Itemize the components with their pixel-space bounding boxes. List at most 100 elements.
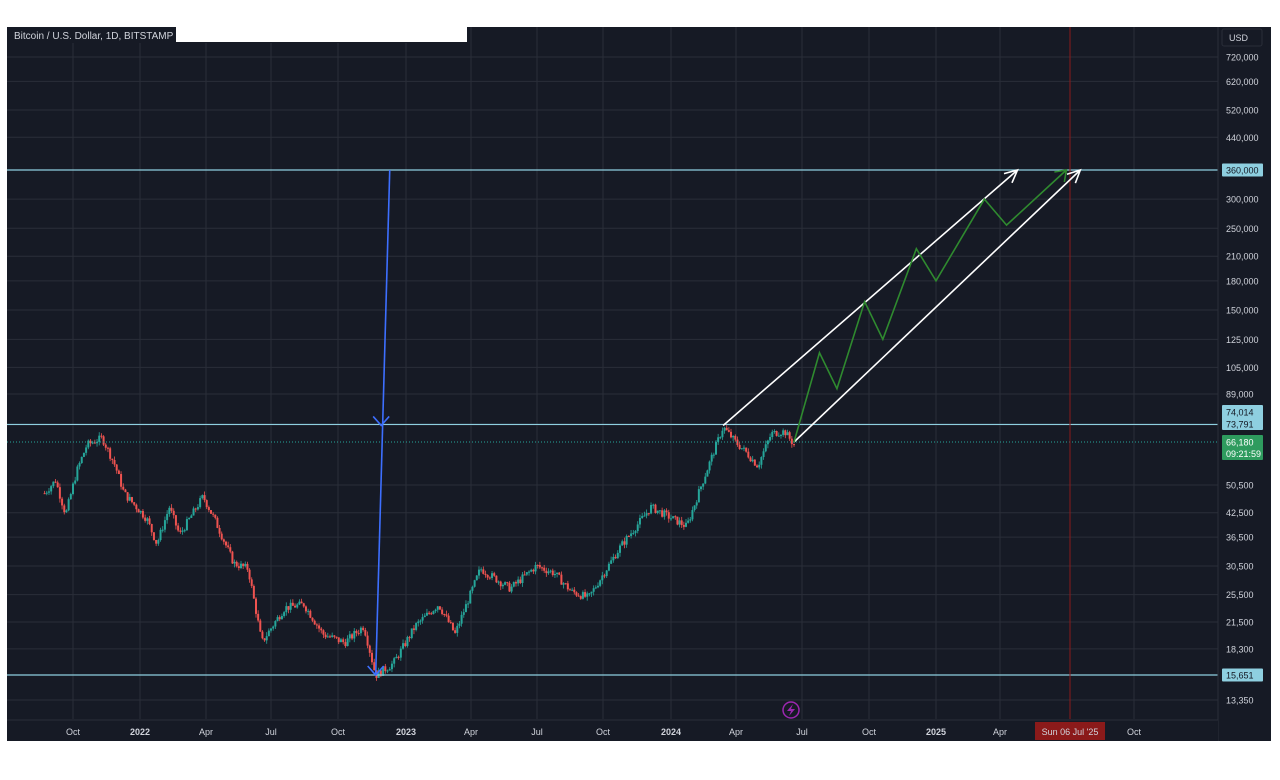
candle-body <box>495 575 498 583</box>
candle-body <box>412 628 415 630</box>
candle-body <box>324 634 327 638</box>
candle-body <box>562 583 565 585</box>
candle-body <box>732 435 735 438</box>
candle-body <box>616 552 619 559</box>
y-tick-label: 66,180 <box>1226 438 1254 448</box>
candle-body <box>100 435 103 437</box>
candle-body <box>399 648 402 658</box>
candle-body <box>337 637 340 643</box>
y-tick-label: 300,000 <box>1226 195 1259 205</box>
candle-body <box>676 516 679 525</box>
candle-body <box>482 569 485 574</box>
x-tick-label: Apr <box>464 727 478 737</box>
candle-body <box>771 431 774 437</box>
price-axis-bg[interactable] <box>1218 27 1271 741</box>
candle-body <box>700 486 702 490</box>
candle-body <box>342 639 345 643</box>
candle-body <box>373 662 376 671</box>
candle-body <box>357 633 360 635</box>
candle-body <box>218 527 221 534</box>
candle-body <box>289 602 292 610</box>
candle-body <box>656 510 659 513</box>
candle-body <box>742 447 745 449</box>
candle-body <box>233 561 236 564</box>
candle-body <box>441 609 444 615</box>
candle-body <box>395 656 398 659</box>
candle-body <box>480 569 483 571</box>
projection-zigzag[interactable] <box>793 169 1067 443</box>
candle-body <box>634 531 637 533</box>
candle-body <box>475 575 478 581</box>
y-tick-label: 50,500 <box>1226 481 1254 491</box>
time-axis-bg[interactable] <box>7 720 1218 741</box>
candle-body <box>196 507 199 510</box>
candle-body <box>425 612 428 616</box>
candle-body <box>65 510 68 513</box>
x-tick-label: 2025 <box>926 727 946 737</box>
candle-body <box>179 530 182 532</box>
y-tick-label: 520,000 <box>1226 106 1259 116</box>
candle-body <box>242 563 245 567</box>
candle-body <box>388 669 391 671</box>
candle-body <box>667 512 670 519</box>
candle-body <box>168 507 171 514</box>
candle-body <box>779 434 782 436</box>
drop-arrow-line[interactable] <box>374 169 391 676</box>
candle-body <box>612 556 615 561</box>
candle-body <box>517 579 520 584</box>
candle-body <box>793 444 796 446</box>
drawings-layer <box>367 27 1082 719</box>
candle-body <box>366 635 369 646</box>
candle-body <box>658 510 661 512</box>
candle-body <box>721 430 724 438</box>
y-tick-label: 360,000 <box>1226 166 1259 176</box>
candle-body <box>638 517 641 525</box>
lightning-icon[interactable] <box>782 701 800 719</box>
channel-upper-arrow-line[interactable] <box>722 169 1019 427</box>
candle-body <box>610 560 613 564</box>
candle-body <box>45 492 48 494</box>
candle-body <box>569 589 571 591</box>
y-tick-label: 125,000 <box>1226 335 1259 345</box>
candle-body <box>371 652 373 663</box>
candle-body <box>423 615 426 618</box>
candle-body <box>434 609 437 612</box>
candle-body <box>61 498 64 506</box>
candle-body <box>113 459 116 465</box>
candle-body <box>419 620 422 622</box>
candle-body <box>339 639 342 643</box>
x-tick-label: Apr <box>729 727 743 737</box>
candle-body <box>704 476 707 484</box>
candle-body <box>736 439 739 445</box>
candle-body <box>155 540 158 544</box>
candle-body <box>661 510 664 517</box>
x-tick-label: Jul <box>531 727 543 737</box>
candle-body <box>93 442 96 444</box>
candle-body <box>702 483 705 487</box>
candle-body <box>259 620 262 632</box>
candle-body <box>188 517 191 520</box>
channel-lower-arrow-line[interactable] <box>793 169 1081 443</box>
candle-body <box>456 625 459 633</box>
candle-body <box>499 581 502 587</box>
candle-body <box>469 590 472 604</box>
candle-body <box>120 474 123 487</box>
title-redaction <box>176 27 467 42</box>
candle-body <box>67 499 70 511</box>
candle-body <box>663 510 666 517</box>
candle-body <box>227 545 230 548</box>
candle-body <box>311 617 314 621</box>
candle-body <box>384 666 387 672</box>
x-tick-label: Sun 06 Jul '25 <box>1042 727 1099 737</box>
candle-body <box>355 630 358 634</box>
channel-lower-arrow-head <box>1066 168 1082 184</box>
candle-body <box>250 579 253 586</box>
y-tick-label: 13,350 <box>1226 696 1254 706</box>
candle-body <box>588 593 591 595</box>
candle-body <box>584 592 587 597</box>
candle-body <box>252 585 255 599</box>
candle-body <box>214 514 217 518</box>
candle-body <box>220 533 223 540</box>
currency-box[interactable] <box>1221 28 1263 47</box>
candle-body <box>43 493 46 495</box>
